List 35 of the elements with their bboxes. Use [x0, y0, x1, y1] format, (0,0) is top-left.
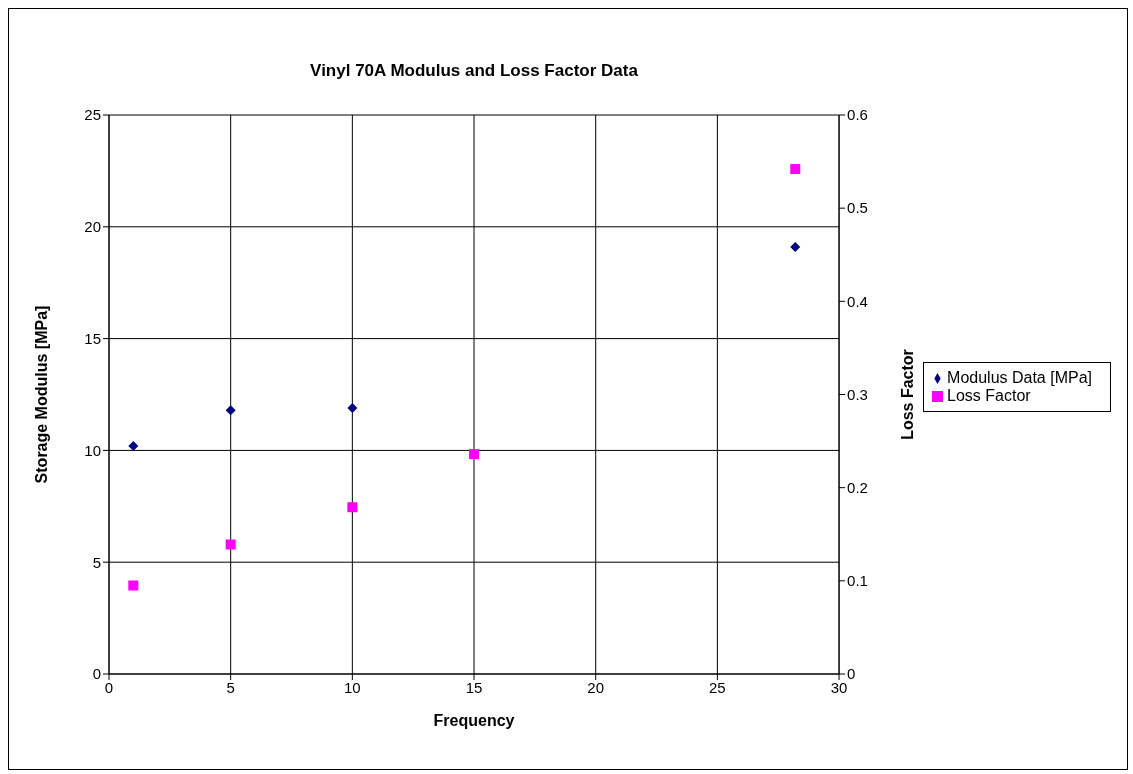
- legend-label: Modulus Data [MPa]: [947, 368, 1092, 386]
- y2-axis-title: Loss Factor: [898, 349, 916, 440]
- x-tick-label: 20: [587, 678, 605, 696]
- point: [128, 580, 139, 591]
- y-axis-title: Storage Modulus [MPa]: [32, 305, 50, 484]
- y-tick-label: 15: [84, 329, 101, 347]
- y-tick-label: 0: [92, 665, 101, 683]
- y-tick-label: 20: [84, 218, 101, 236]
- y-tick-label: 25: [84, 106, 101, 124]
- point: [790, 164, 801, 175]
- legend-label: Loss Factor: [947, 386, 1031, 404]
- x-tick-label: 0: [104, 678, 114, 696]
- point: [225, 405, 236, 416]
- x-tick-label: 30: [830, 678, 848, 696]
- point: [128, 440, 139, 451]
- x-axis-title: Frequency: [433, 712, 515, 729]
- y2-tick-label: 0: [847, 665, 856, 683]
- chart-title: Vinyl 70A Modulus and Loss Factor Data: [309, 61, 639, 81]
- y2-tick-label: 0.1: [847, 572, 868, 590]
- x-tick-label: 10: [344, 678, 361, 696]
- x-tick-label: 25: [709, 678, 726, 696]
- y2-tick-label: 0.2: [847, 478, 868, 496]
- x-tick-label: 15: [465, 678, 483, 696]
- point: [469, 449, 480, 460]
- y2-tick-label: 0.4: [847, 292, 868, 310]
- point: [347, 402, 358, 413]
- y2-tick-label: 0.5: [847, 199, 868, 217]
- y-tick-label: 10: [84, 441, 101, 459]
- point: [790, 241, 801, 252]
- y2-tick-label: 0.3: [847, 385, 868, 403]
- x-tick-label: 5: [226, 678, 235, 696]
- point: [347, 502, 358, 513]
- y-tick-label: 5: [92, 553, 101, 571]
- y2-tick-label: 0.6: [847, 106, 868, 124]
- point: [225, 539, 236, 550]
